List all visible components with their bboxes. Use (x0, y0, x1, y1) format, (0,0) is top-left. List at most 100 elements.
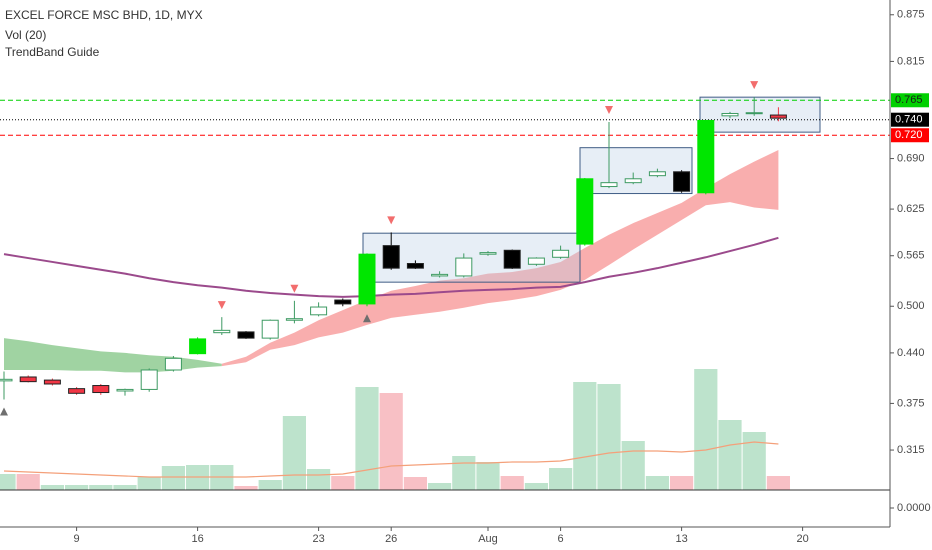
candle-body (455, 257, 473, 277)
candle-body (697, 119, 715, 194)
y-tick-label: 0.815 (897, 55, 925, 67)
y-tick-label: 0.375 (897, 397, 925, 409)
x-tick-label: Aug (478, 533, 498, 545)
buy-signal (363, 314, 371, 323)
x-tick-label: 6 (558, 533, 564, 545)
volume-bar (645, 476, 669, 490)
volume-bar (307, 469, 331, 490)
candle-body (0, 378, 13, 382)
indicator-label: Vol (20) (5, 28, 46, 42)
volume-bar (742, 432, 766, 490)
volume-bar (379, 393, 403, 490)
volume-bar (549, 468, 573, 490)
candle-body (648, 171, 666, 177)
candle-body (68, 388, 86, 394)
y2-tick-label: 0.0000 (897, 502, 931, 514)
candle-body (19, 376, 37, 383)
candle-body (43, 379, 61, 385)
volume-bar (282, 416, 306, 490)
candle-body (673, 171, 691, 192)
level-tag (891, 128, 929, 143)
candle-body (237, 331, 255, 339)
level-tag (891, 93, 929, 108)
volume-bar (597, 384, 621, 490)
sell-signal (217, 301, 226, 310)
sell-signal (290, 284, 299, 293)
candle-body (140, 369, 158, 390)
volume-bar (331, 476, 355, 490)
candle-body (406, 263, 424, 269)
x-tick-label: 9 (74, 533, 80, 545)
x-tick-label: 13 (675, 533, 687, 545)
volume-ma-line (3, 441, 779, 478)
x-tick-label: 23 (312, 533, 324, 545)
volume-bar (500, 476, 524, 490)
candle-body (479, 252, 497, 255)
volume-bar (234, 486, 258, 490)
candle-body (624, 178, 642, 184)
candle-body (310, 306, 328, 316)
x-tick-label: 16 (191, 533, 203, 545)
volume-bar (621, 441, 645, 490)
trend-band (221, 150, 779, 367)
y-tick-label: 0.315 (897, 444, 925, 456)
volume-bar (452, 456, 476, 490)
volume-bar (161, 466, 185, 490)
buy-signal (0, 407, 8, 416)
volume-bar (766, 476, 790, 490)
volume-bar (694, 369, 718, 490)
candle-body (503, 249, 521, 269)
candle-body (189, 338, 207, 355)
candle-body (261, 319, 279, 339)
y-tick-label: 0.500 (897, 300, 925, 312)
sell-signal (605, 106, 613, 115)
plot-layer (0, 81, 890, 490)
candle-body (431, 273, 449, 277)
volume-bar (0, 474, 16, 490)
trend-box (699, 96, 821, 133)
volume-bar (40, 485, 64, 490)
y-tick-label: 0.875 (897, 9, 925, 21)
candle-body (600, 182, 618, 188)
level-label: 0.765 (895, 94, 923, 106)
level-tag (891, 112, 929, 127)
candle-body (745, 112, 763, 115)
candle-body (721, 112, 739, 117)
candle-body (576, 178, 594, 245)
y-tick-label: 0.625 (897, 203, 925, 215)
indicator-label: TrendBand Guide (5, 45, 100, 59)
volume-bar (403, 477, 427, 490)
volume-bar (718, 420, 742, 490)
volume-bar (113, 485, 137, 490)
volume-bar (573, 382, 597, 490)
y-tick-label: 0.565 (897, 250, 925, 262)
chart-title: EXCEL FORCE MSC BHD, 1D, MYX (5, 8, 203, 22)
volume-bar (476, 462, 500, 490)
candle-body (358, 253, 376, 305)
candle-body (552, 249, 570, 258)
level-label: 0.740 (895, 114, 923, 126)
candle-body (334, 299, 352, 305)
level-label: 0.720 (895, 129, 923, 141)
volume-bar (89, 485, 113, 490)
volume-bar (355, 387, 379, 490)
x-tick-label: 20 (796, 533, 808, 545)
candle-body (116, 388, 134, 392)
x-tick-label: 26 (385, 533, 397, 545)
volume-bar (65, 485, 89, 490)
volume-bar (258, 480, 282, 490)
volume-bar (428, 483, 452, 490)
volume-bar (137, 477, 161, 490)
y-tick-label: 0.690 (897, 152, 925, 164)
sell-signal (387, 216, 396, 225)
y-tick-label: 0.440 (897, 347, 925, 359)
candle-body (285, 318, 303, 321)
candle-body (527, 257, 545, 265)
volume-bar (670, 476, 694, 490)
candle-body (213, 329, 231, 334)
candle-body (164, 357, 182, 371)
candle-body (92, 385, 110, 394)
volume-bar (524, 483, 548, 490)
ma-line (3, 236, 779, 298)
